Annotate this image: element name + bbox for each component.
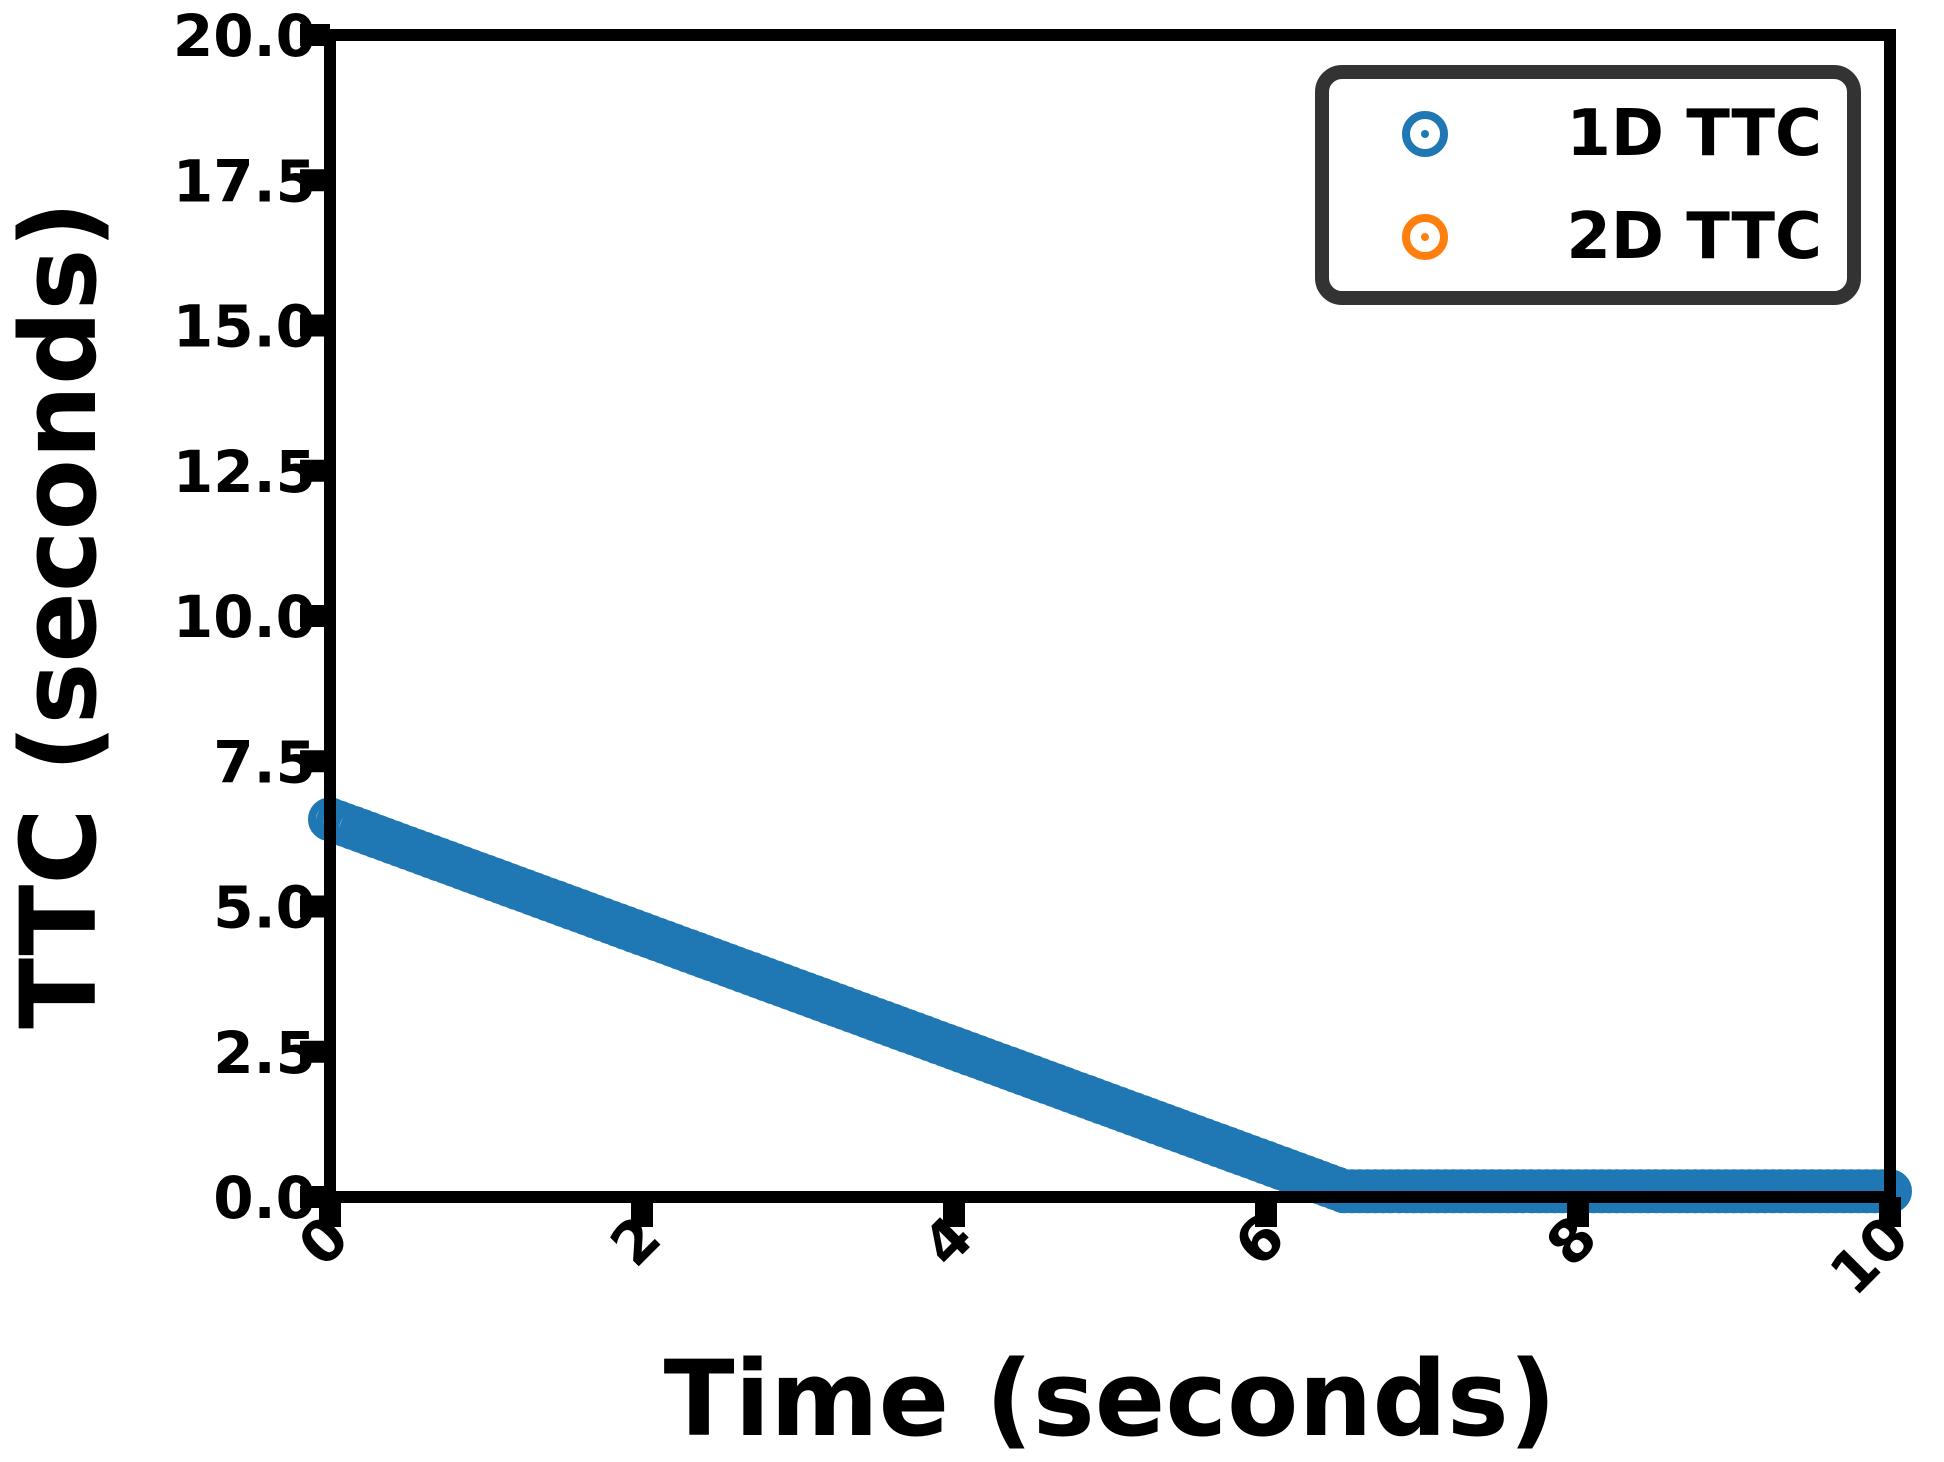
legend-entry-2d-ttc: 2D TTC bbox=[1402, 200, 1822, 274]
legend: 1D TTC 2D TTC bbox=[1315, 65, 1861, 305]
y-tick-label: 15.0 bbox=[173, 293, 316, 361]
x-tick-label: 2 bbox=[597, 1203, 674, 1280]
legend-entry-1d-ttc: 1D TTC bbox=[1402, 97, 1822, 171]
legend-marker-1d-ttc bbox=[1402, 111, 1448, 157]
y-axis-ticks: 0.0 2.5 5.0 7.5 10.0 12.5 15.0 17.5 20.0 bbox=[173, 2, 330, 1232]
x-tick-label: 8 bbox=[1533, 1203, 1610, 1280]
legend-label-2d-ttc: 2D TTC bbox=[1566, 200, 1822, 274]
legend-marker-1d-ttc-dot bbox=[1421, 130, 1429, 138]
y-tick-label: 2.5 bbox=[213, 1019, 316, 1087]
x-tick-label: 4 bbox=[909, 1203, 986, 1280]
plot-markers bbox=[308, 797, 1912, 1214]
y-tick-label: 12.5 bbox=[173, 438, 316, 506]
legend-label-1d-ttc: 1D TTC bbox=[1566, 97, 1822, 171]
x-axis-title: Time (seconds) bbox=[664, 1338, 1557, 1460]
legend-marker-2d-ttc bbox=[1402, 214, 1448, 260]
y-tick-label: 5.0 bbox=[213, 874, 316, 942]
y-axis-title: TTC (seconds) bbox=[0, 201, 120, 1029]
x-axis-ticks: 0 2 4 6 8 10 bbox=[285, 1197, 1922, 1308]
y-tick-label: 10.0 bbox=[173, 583, 316, 651]
y-tick-label: 0.0 bbox=[213, 1164, 316, 1232]
y-tick-label: 17.5 bbox=[173, 147, 316, 215]
y-tick-label: 7.5 bbox=[213, 728, 316, 796]
x-tick-label: 6 bbox=[1221, 1203, 1298, 1280]
legend-box bbox=[1315, 65, 1861, 305]
legend-marker-2d-ttc-dot bbox=[1421, 233, 1429, 241]
x-tick-label: 10 bbox=[1817, 1203, 1922, 1308]
y-tick-label: 20.0 bbox=[173, 2, 316, 70]
series-1 bbox=[308, 797, 1912, 1214]
